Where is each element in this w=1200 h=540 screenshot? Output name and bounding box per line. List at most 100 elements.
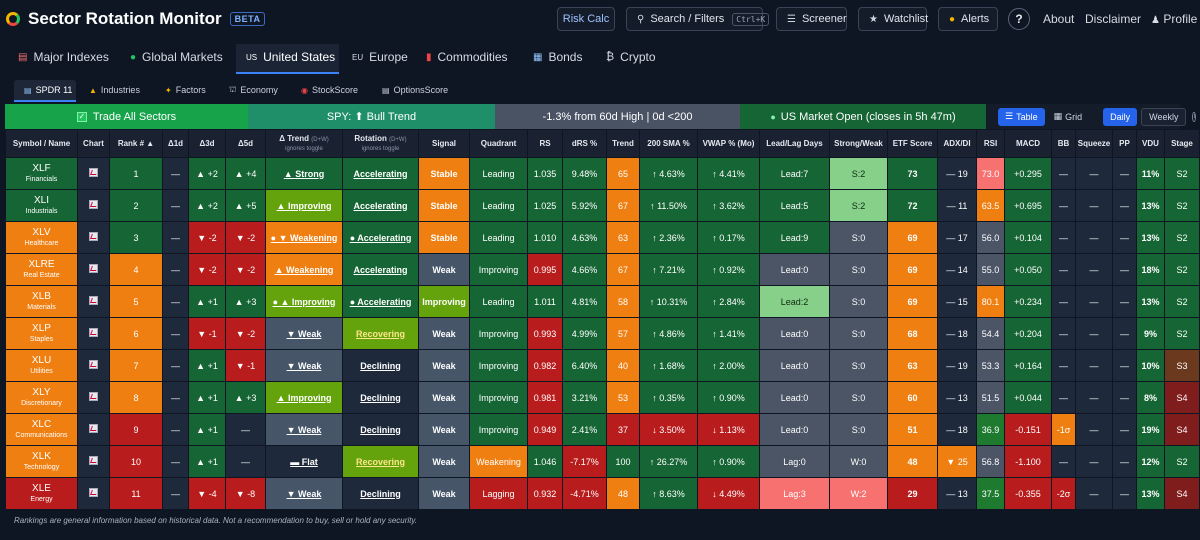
trend-cell[interactable]: ▼ Weak xyxy=(265,349,343,382)
tab-commodities[interactable]: ▮ Commodities xyxy=(426,50,508,64)
col-rotation[interactable]: Rotation (D+W) ignores toggle xyxy=(342,129,419,158)
profile-link[interactable]: ♟ Profile xyxy=(1151,12,1198,26)
trend-cell[interactable]: ▲ Improving xyxy=(265,189,343,222)
table-row[interactable]: XLC Communications 9 — ▲ +1 — ▼ Weak Decl… xyxy=(5,413,1200,446)
col-rank[interactable]: Rank # ▲ xyxy=(109,129,163,158)
table-row[interactable]: XLU Utilities 7 — ▲ +1 ▼ -1 ▼ Weak Declin… xyxy=(5,349,1200,382)
trend-cell[interactable]: ▼ Weak xyxy=(265,317,343,350)
search-button[interactable]: ⚲ Search / Filters Ctrl+K xyxy=(626,7,770,31)
tab-crypto[interactable]: ₿ Crypto xyxy=(606,50,656,64)
symbol-cell[interactable]: XLF Financials xyxy=(5,157,78,190)
trend-cell[interactable]: ▲ Strong xyxy=(265,157,343,190)
about-link[interactable]: About xyxy=(1043,12,1075,26)
rotation-cell[interactable]: Declining xyxy=(342,413,419,446)
col-squeeze[interactable]: Squeeze xyxy=(1075,129,1113,158)
col-trend-score[interactable]: Trend xyxy=(606,129,640,158)
subtab-economy[interactable]: ⛫ Economy xyxy=(229,85,278,95)
rotation-cell[interactable]: Accelerating xyxy=(342,189,419,222)
rotation-cell[interactable]: Accelerating xyxy=(342,253,419,286)
disclaimer-link[interactable]: Disclaimer xyxy=(1085,12,1142,26)
col-trend[interactable]: Δ Trend (D+W) ignores toggle xyxy=(265,129,343,158)
col-rsi[interactable]: RSI xyxy=(976,129,1005,158)
tab-global-markets[interactable]: ● Global Markets xyxy=(130,50,223,64)
symbol-cell[interactable]: XLK Technology xyxy=(5,445,78,478)
screener-button[interactable]: ☰ Screener xyxy=(776,7,847,31)
table-row[interactable]: XLF Financials 1 — ▲ +2 ▲ +4 ▲ Strong Acc… xyxy=(5,157,1200,190)
help-button[interactable]: ? xyxy=(1008,8,1030,30)
table-row[interactable]: XLP Staples 6 — ▼ -1 ▼ -2 ▼ Weak Recoveri… xyxy=(5,317,1200,350)
chart-cell[interactable] xyxy=(77,381,110,414)
rotation-cell[interactable]: Declining xyxy=(342,381,419,414)
view-table-toggle[interactable]: ☰ Table xyxy=(998,107,1045,126)
subtab-spdr-11[interactable]: ▤ SPDR 11 xyxy=(24,85,73,95)
chart-cell[interactable] xyxy=(77,253,110,286)
table-row[interactable]: XLY Discretionary 8 — ▲ +1 ▲ +3 ▲ Improvi… xyxy=(5,381,1200,414)
table-row[interactable]: XLV Healthcare 3 — ▼ -2 ▼ -2 ● ▼ Weakenin… xyxy=(5,221,1200,254)
rotation-cell[interactable]: ● Accelerating xyxy=(342,285,419,318)
col-symbol[interactable]: Symbol / Name xyxy=(5,129,78,158)
view-grid-toggle[interactable]: ▦ Grid xyxy=(1053,111,1083,122)
rotation-cell[interactable]: Declining xyxy=(342,349,419,382)
rotation-cell[interactable]: Recovering xyxy=(342,445,419,478)
trend-cell[interactable]: ▬ Flat xyxy=(265,445,343,478)
chart-cell[interactable] xyxy=(77,445,110,478)
watchlist-button[interactable]: ★ Watchlist xyxy=(858,7,928,31)
chart-cell[interactable] xyxy=(77,157,110,190)
tab-europe[interactable]: EU Europe xyxy=(352,50,408,64)
col-adx[interactable]: ADX/DI xyxy=(937,129,977,158)
symbol-cell[interactable]: XLI Industrials xyxy=(5,189,78,222)
symbol-cell[interactable]: XLY Discretionary xyxy=(5,381,78,414)
chart-cell[interactable] xyxy=(77,349,110,382)
symbol-cell[interactable]: XLP Staples xyxy=(5,317,78,350)
table-row[interactable]: XLB Materials 5 — ▲ +1 ▲ +3 ● ▲ Improving… xyxy=(5,285,1200,318)
table-row[interactable]: XLK Technology 10 — ▲ +1 — ▬ Flat Recover… xyxy=(5,445,1200,478)
col-chart[interactable]: Chart xyxy=(77,129,110,158)
chart-cell[interactable] xyxy=(77,189,110,222)
alerts-button[interactable]: ● Alerts xyxy=(938,7,998,31)
trend-cell[interactable]: ▲ Weakening xyxy=(265,253,343,286)
col-signal[interactable]: Signal xyxy=(418,129,470,158)
rotation-cell[interactable]: Accelerating xyxy=(342,157,419,190)
trend-cell[interactable]: ▼ Weak xyxy=(265,413,343,446)
symbol-cell[interactable]: XLC Communications xyxy=(5,413,78,446)
table-row[interactable]: XLE Energy 11 — ▼ -4 ▼ -8 ▼ Weak Declinin… xyxy=(5,477,1200,510)
subtab-factors[interactable]: ✦ Factors xyxy=(165,85,206,95)
trend-cell[interactable]: ● ▲ Improving xyxy=(265,285,343,318)
col-drs[interactable]: dRS % xyxy=(562,129,607,158)
tab-bonds[interactable]: ▦ Bonds xyxy=(533,50,583,64)
tab-major-indexes[interactable]: ▤ Major Indexes xyxy=(18,50,109,64)
col-pp[interactable]: PP xyxy=(1112,129,1137,158)
col-vwap[interactable]: VWAP % (Mo) xyxy=(697,129,760,158)
col-vdu[interactable]: VDU xyxy=(1136,129,1165,158)
rotation-cell[interactable]: Declining xyxy=(342,477,419,510)
symbol-cell[interactable]: XLE Energy xyxy=(5,477,78,510)
col-stage[interactable]: Stage xyxy=(1164,129,1200,158)
col-bb[interactable]: BB xyxy=(1051,129,1076,158)
col-etf-score[interactable]: ETF Score xyxy=(887,129,938,158)
trend-cell[interactable]: ▲ Improving xyxy=(265,381,343,414)
rotation-cell[interactable]: ● Accelerating xyxy=(342,221,419,254)
period-daily-toggle[interactable]: Daily xyxy=(1103,107,1138,126)
table-row[interactable]: XLRE Real Estate 4 — ▼ -2 ▼ -2 ▲ Weakenin… xyxy=(5,253,1200,286)
table-row[interactable]: XLI Industrials 2 — ▲ +2 ▲ +5 ▲ Improving… xyxy=(5,189,1200,222)
col-d1[interactable]: Δ1d xyxy=(162,129,189,158)
chart-cell[interactable] xyxy=(77,477,110,510)
tab-united-states[interactable]: US United States xyxy=(246,50,336,64)
trend-cell[interactable]: ▼ Weak xyxy=(265,477,343,510)
rotation-cell[interactable]: Recovering xyxy=(342,317,419,350)
chart-cell[interactable] xyxy=(77,285,110,318)
risk-calc-button[interactable]: Risk Calc xyxy=(557,7,615,31)
col-d5[interactable]: Δ5d xyxy=(225,129,266,158)
symbol-cell[interactable]: XLU Utilities xyxy=(5,349,78,382)
col-quadrant[interactable]: Quadrant xyxy=(469,129,528,158)
col-strong-weak[interactable]: Strong/Weak xyxy=(829,129,888,158)
col-d3[interactable]: Δ3d xyxy=(188,129,226,158)
col-macd[interactable]: MACD xyxy=(1004,129,1052,158)
trend-cell[interactable]: ● ▼ Weakening xyxy=(265,221,343,254)
col-sma200[interactable]: 200 SMA % xyxy=(639,129,698,158)
col-rs[interactable]: RS xyxy=(527,129,563,158)
trade-all-sectors[interactable]: ✓ Trade All Sectors xyxy=(5,104,248,129)
symbol-cell[interactable]: XLRE Real Estate xyxy=(5,253,78,286)
chart-cell[interactable] xyxy=(77,413,110,446)
chart-cell[interactable] xyxy=(77,221,110,254)
